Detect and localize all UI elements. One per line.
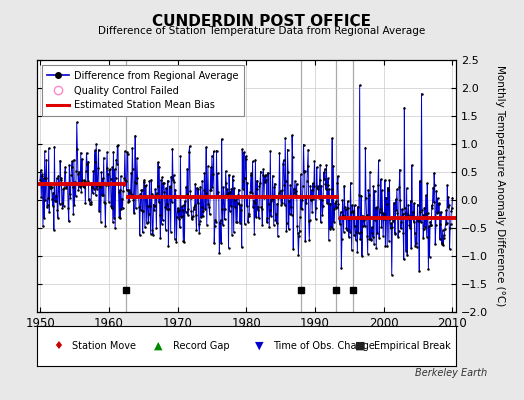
- Text: Time of Obs. Change: Time of Obs. Change: [274, 341, 375, 351]
- Text: ♦: ♦: [53, 341, 63, 351]
- Text: Berkeley Earth: Berkeley Earth: [415, 368, 487, 378]
- Text: Empirical Break: Empirical Break: [374, 341, 451, 351]
- Text: Station Move: Station Move: [72, 341, 136, 351]
- Y-axis label: Monthly Temperature Anomaly Difference (°C): Monthly Temperature Anomaly Difference (…: [495, 65, 505, 307]
- Text: CUNDERDIN POST OFFICE: CUNDERDIN POST OFFICE: [152, 14, 372, 29]
- Text: ▲: ▲: [154, 341, 162, 351]
- Text: Difference of Station Temperature Data from Regional Average: Difference of Station Temperature Data f…: [99, 26, 425, 36]
- Text: ▼: ▼: [255, 341, 263, 351]
- Text: ■: ■: [355, 341, 366, 351]
- Legend: Difference from Regional Average, Quality Control Failed, Estimated Station Mean: Difference from Regional Average, Qualit…: [41, 65, 244, 116]
- Text: Record Gap: Record Gap: [173, 341, 230, 351]
